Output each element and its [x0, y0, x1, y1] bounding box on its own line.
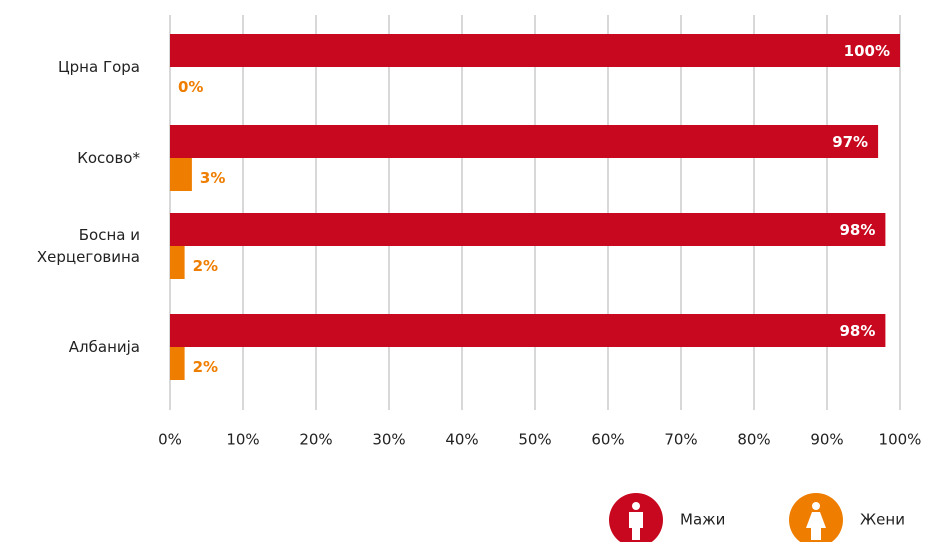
category-label: Косово* — [77, 149, 140, 167]
category-label-box: Косово* — [77, 149, 140, 167]
value-label: 100% — [844, 42, 890, 60]
value-label: 97% — [832, 133, 868, 151]
x-tick-label: 20% — [299, 431, 332, 449]
x-tick-label: 30% — [372, 431, 405, 449]
legend-label: Жени — [860, 511, 905, 529]
x-tick-label: 100% — [879, 431, 922, 449]
value-label: 0% — [178, 78, 203, 96]
bar — [170, 125, 879, 158]
legend-icon-head — [632, 502, 640, 510]
category-label: Црна Гора — [58, 58, 140, 76]
value-label: 2% — [193, 257, 218, 275]
value-label: 98% — [839, 221, 875, 239]
legend-icon-head — [812, 502, 820, 510]
x-tick-label: 90% — [810, 431, 843, 449]
legend-item: Жени — [789, 493, 905, 542]
legend-label: Мажи — [680, 511, 725, 529]
category-label-box: Црна Гора — [58, 58, 140, 76]
x-tick-label: 60% — [591, 431, 624, 449]
category-label: Босна и Херцеговина — [36, 226, 140, 266]
bar — [170, 314, 886, 347]
bar — [170, 246, 185, 279]
category-label-box: Босна и Херцеговина — [36, 226, 140, 266]
x-tick-label: 70% — [664, 431, 697, 449]
value-label: 2% — [193, 358, 218, 376]
bar — [170, 158, 192, 191]
legend-icon-body — [629, 512, 643, 540]
x-tick-label: 50% — [518, 431, 551, 449]
x-tick-label: 40% — [445, 431, 478, 449]
legend-icon-body — [806, 512, 826, 540]
bar — [170, 347, 185, 380]
value-label: 98% — [839, 322, 875, 340]
category-label: Албанија — [68, 338, 140, 356]
x-tick-label: 80% — [737, 431, 770, 449]
x-tick-label: 0% — [158, 431, 182, 449]
bar — [170, 213, 886, 246]
legend-item: Мажи — [609, 493, 725, 542]
category-label-box: Албанија — [68, 338, 140, 356]
bar — [170, 34, 900, 67]
value-label: 3% — [200, 169, 225, 187]
x-tick-label: 10% — [226, 431, 259, 449]
